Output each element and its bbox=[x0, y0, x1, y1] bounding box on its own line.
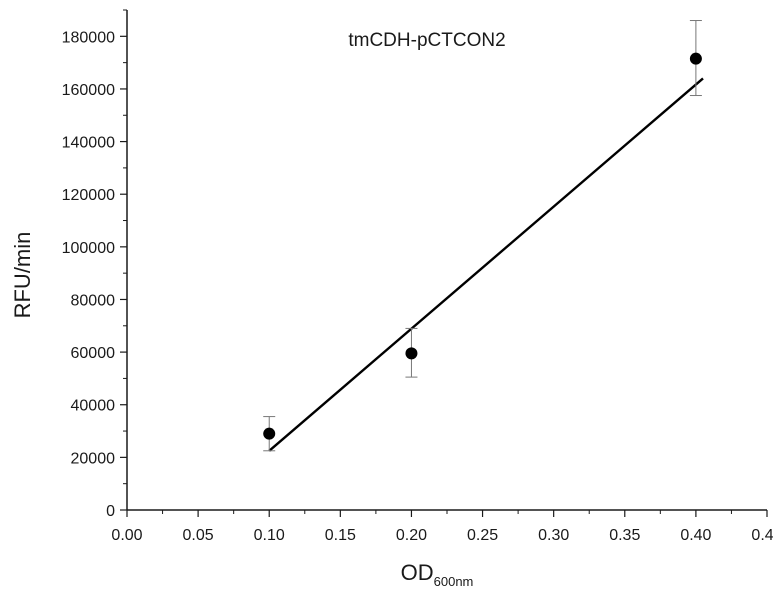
x-tick-label: 0.40 bbox=[680, 527, 711, 544]
y-tick-label: 100000 bbox=[62, 240, 115, 257]
x-tick-label: 0.15 bbox=[325, 527, 356, 544]
y-axis-title: RFU/min bbox=[10, 232, 35, 319]
y-tick-label: 60000 bbox=[71, 345, 116, 362]
y-tick-label: 20000 bbox=[71, 450, 116, 467]
data-point bbox=[689, 52, 702, 65]
axes-layer bbox=[120, 9, 768, 517]
tick-label-layer: 0.00 0.05 0.10 0.15 0.20 0.25 0.30 0.35 0.40 0.45… bbox=[62, 29, 773, 544]
chart-title: tmCDH-pCTCON2 bbox=[348, 30, 505, 51]
y-tick-label: 140000 bbox=[62, 135, 115, 152]
errorbar-layer bbox=[263, 20, 702, 452]
x-tick-label: 0.30 bbox=[538, 527, 569, 544]
x-axis-title-subscript: 600nm bbox=[434, 574, 474, 589]
data-point bbox=[263, 427, 276, 440]
y-tick-label: 80000 bbox=[71, 292, 116, 309]
data-point bbox=[405, 347, 418, 360]
x-tick-label: 0.10 bbox=[254, 527, 285, 544]
y-tick-label: 120000 bbox=[62, 187, 115, 204]
fit-line bbox=[268, 77, 704, 452]
x-axis-title-main: OD bbox=[401, 560, 434, 585]
x-tick-label: 0.45 bbox=[751, 527, 773, 544]
x-axis-title: OD600nm bbox=[401, 560, 474, 589]
x-tick-label: 0.35 bbox=[609, 527, 640, 544]
y-tick-label: 180000 bbox=[62, 29, 115, 46]
x-tick-label: 0.00 bbox=[111, 527, 142, 544]
x-tick-label: 0.20 bbox=[396, 527, 427, 544]
x-tick-label: 0.25 bbox=[467, 527, 498, 544]
fit-layer bbox=[268, 77, 704, 452]
y-tick-label: 0 bbox=[106, 503, 115, 520]
y-tick-label: 40000 bbox=[71, 398, 116, 415]
points-layer bbox=[263, 52, 702, 440]
y-tick-label: 160000 bbox=[62, 82, 115, 99]
x-tick-label: 0.05 bbox=[183, 527, 214, 544]
